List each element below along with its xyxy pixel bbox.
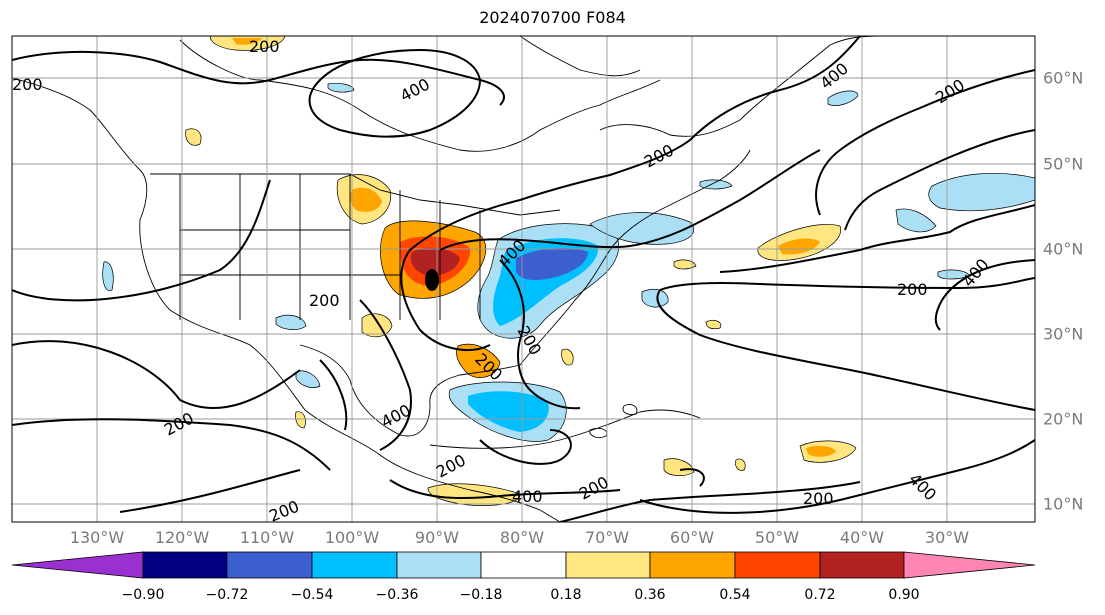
colorbar-cell	[226, 551, 313, 579]
contour-label: 200	[309, 291, 340, 310]
longitude-label: 130°W	[69, 528, 125, 547]
colorbar-tick-label: 0.36	[634, 587, 666, 603]
colorbar-cell	[649, 551, 736, 579]
colorbar-tick-label: 0.90	[888, 587, 920, 603]
colorbar-tick-label: −0.54	[290, 587, 334, 603]
latitude-label: 60°N	[1043, 68, 1084, 88]
colorbar-tick-label: 0.54	[719, 587, 751, 603]
latitude-label: 20°N	[1043, 409, 1084, 429]
colorbar-cell	[480, 551, 567, 579]
longitude-label: 120°W	[154, 528, 210, 547]
colorbar	[11, 551, 1036, 579]
longitude-label: 90°W	[414, 528, 460, 547]
contour-lines	[12, 36, 1035, 522]
latitude-label: 10°N	[1043, 494, 1084, 514]
gridlines	[12, 36, 1035, 522]
longitude-label: 110°W	[239, 528, 295, 547]
contour-label: 200	[12, 75, 43, 94]
coastlines	[12, 36, 881, 522]
shaded-fields	[102, 36, 1035, 506]
low-center-marker	[425, 269, 439, 291]
contour-label: 400	[512, 487, 543, 506]
colorbar-cell	[142, 551, 228, 579]
colorbar-tick-label: −0.18	[459, 587, 503, 603]
latitude-label: 30°N	[1043, 324, 1084, 344]
longitude-label: 60°W	[669, 528, 715, 547]
colorbar-cell	[734, 551, 821, 579]
colorbar-tick-label: 0.18	[550, 587, 582, 603]
longitude-label: 80°W	[499, 528, 545, 547]
longitude-label: 70°W	[584, 528, 630, 547]
colorbar-tick-label: −0.72	[205, 587, 249, 603]
colorbar-cell	[565, 551, 651, 579]
colorbar-cell	[903, 551, 1036, 579]
longitude-label: 50°W	[754, 528, 800, 547]
contour-label: 200	[897, 280, 928, 299]
colorbar-tick-label: −0.90	[121, 587, 165, 603]
map-area: 200 400 400 200 200 400 200 200 200 200 …	[12, 36, 1035, 522]
latitude-label: 50°N	[1043, 154, 1084, 174]
contour-label: 200	[249, 37, 280, 56]
colorbar-cell	[311, 551, 398, 579]
colorbar-cell	[11, 551, 144, 579]
colorbar-tick-label: −0.36	[375, 587, 419, 603]
longitude-label: 30°W	[924, 528, 970, 547]
latitude-label: 40°N	[1043, 239, 1084, 259]
map-frame	[11, 35, 1036, 523]
contour-label: 200	[803, 489, 834, 508]
longitude-label: 100°W	[324, 528, 380, 547]
colorbar-tick-label: 0.72	[804, 587, 836, 603]
longitude-label: 40°W	[839, 528, 885, 547]
colorbar-cell	[819, 551, 905, 579]
colorbar-cell	[396, 551, 482, 579]
map-title: 2024070700 F084	[479, 8, 626, 27]
